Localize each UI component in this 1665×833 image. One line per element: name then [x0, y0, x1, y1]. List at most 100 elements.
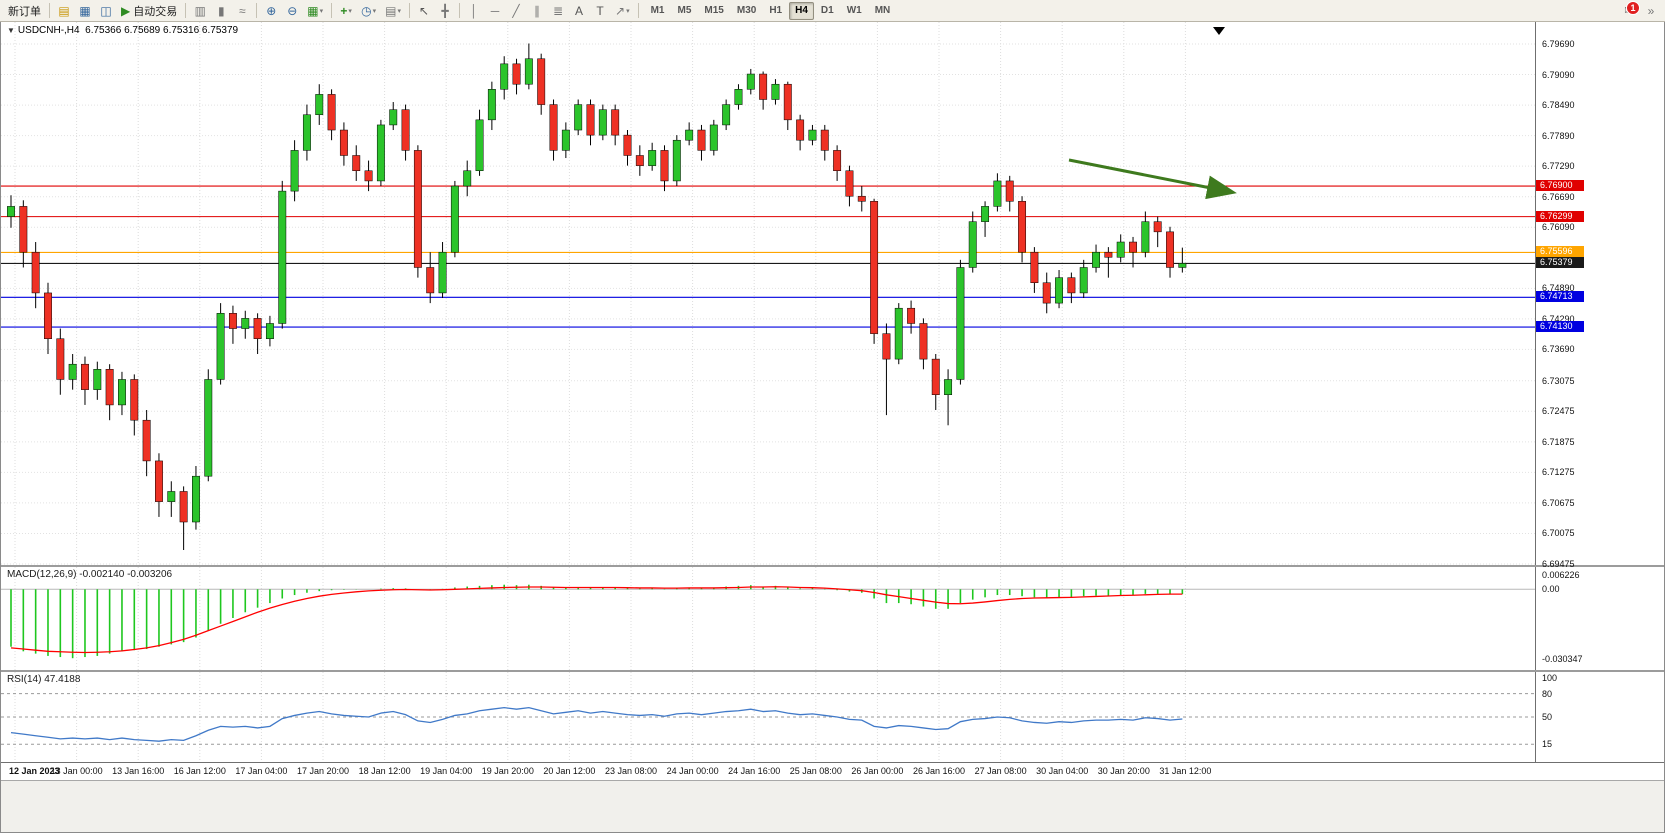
timeframe-toolbar: M1 M5 M15 M30 H1 H4 D1 W1 MN: [645, 1, 897, 20]
price-axis-label: 6.73690: [1542, 344, 1575, 355]
templates-button[interactable]: ▤ ▾: [381, 1, 405, 20]
label-tool-icon: T: [596, 3, 604, 18]
dropdown-arrow-icon: ▾: [626, 7, 630, 15]
line-chart-button[interactable]: ≈: [232, 1, 252, 20]
macd-canvas[interactable]: [1, 567, 1535, 670]
time-axis-label: 25 Jan 08:00: [789, 766, 842, 776]
market-watch-button[interactable]: ▦: [75, 1, 95, 20]
toolbar-separator: [49, 3, 50, 18]
crosshair-icon: ╋: [441, 3, 449, 18]
timeframe-button-M5[interactable]: M5: [672, 2, 698, 20]
price-badge: 6.74713: [1536, 291, 1584, 303]
price-axis-label: 6.77290: [1542, 161, 1575, 172]
templates-icon: ▤: [385, 3, 397, 18]
bar-chart-icon: ▥: [194, 3, 206, 18]
timeframe-button-M30[interactable]: M30: [731, 2, 762, 20]
text-tool-button[interactable]: A: [569, 1, 589, 20]
rsi-plot[interactable]: RSI(14) 47.4188: [1, 672, 1535, 762]
price-axis[interactable]: 6.79690 6.79090 6.78490 6.77890 6.77290 6.766…: [1535, 22, 1664, 569]
timeframe-button-M15[interactable]: M15: [698, 2, 729, 20]
bar-chart-button[interactable]: ▥: [190, 1, 210, 20]
macd-values: -0.002140 -0.003206: [79, 569, 173, 580]
candlestick-chart-canvas[interactable]: [1, 22, 1535, 565]
top-toolbar: 新订单 ▤ ▦ ◫ ▶ 自动交易 ▥ ▮ ≈ ⊕ ⊖ ▦ ▾ + ▾ ◷ ▾ ▤ ▾ ↖…: [0, 0, 1665, 22]
rsi-canvas[interactable]: [1, 672, 1535, 762]
timeframe-button-H1[interactable]: H1: [763, 2, 788, 20]
time-axis-label: 17 Jan 04:00: [235, 766, 288, 776]
macd-signal-line: [10, 586, 1183, 654]
price-axis-label: 6.71875: [1542, 436, 1575, 447]
shapes-icon: ↗: [615, 3, 626, 18]
cursor-button[interactable]: ↖: [414, 1, 434, 20]
indicators-icon: +: [340, 3, 348, 18]
trendline-button[interactable]: ╱: [506, 1, 526, 20]
vertical-line-button[interactable]: │: [464, 1, 484, 20]
time-axis-label: 23 Jan 08:00: [604, 766, 658, 776]
channel-button[interactable]: ∥: [527, 1, 547, 20]
cursor-icon: ↖: [418, 3, 430, 18]
toolbar-separator: [409, 3, 411, 18]
toolbar-separator: [459, 3, 461, 18]
price-badge: 6.76900: [1536, 180, 1584, 192]
price-axis-label: 6.79090: [1542, 69, 1575, 80]
periods-button[interactable]: ◷ ▾: [357, 1, 380, 20]
dropdown-arrow-icon: ▾: [397, 7, 402, 15]
candles: [7, 43, 1187, 551]
time-axis-label: 19 Jan 20:00: [481, 766, 534, 776]
time-axis-label: 12 Jan 2023: [9, 766, 60, 776]
navigator-button[interactable]: ◫: [96, 1, 116, 20]
indicators-button[interactable]: + ▾: [336, 1, 356, 20]
timeframe-button-D1[interactable]: D1: [815, 2, 840, 20]
macd-plot[interactable]: MACD(12,26,9) -0.002140 -0.003206: [1, 567, 1535, 670]
rsi-axis[interactable]: 100 80 50 15: [1535, 672, 1664, 762]
timeframe-button-H4[interactable]: H4: [789, 1, 814, 20]
chart-title: ▼ USDCNH-,H4 6.75366 6.75689 6.75316 6.75…: [7, 25, 238, 36]
rsi-name: RSI(14): [7, 674, 42, 685]
shapes-button[interactable]: ↗ ▾: [611, 1, 634, 20]
new-order-button[interactable]: 新订单: [4, 1, 45, 20]
price-badge: 6.75379: [1536, 257, 1584, 269]
macd-axis-label: -0.030347: [1542, 654, 1583, 664]
trend-arrow-annotation[interactable]: [1068, 158, 1237, 200]
time-axis-label: 16 Jan 12:00: [173, 766, 226, 776]
time-axis-label: 24 Jan 00:00: [666, 766, 719, 776]
pane-splitter[interactable]: [1, 565, 1664, 567]
macd-axis[interactable]: 0.006226 0.00 -0.030347: [1535, 567, 1664, 670]
price-axis-label: 6.78490: [1542, 100, 1575, 111]
toolbar-overflow-button[interactable]: »: [1641, 1, 1661, 20]
timeframe-button-MN[interactable]: MN: [869, 2, 897, 20]
price-axis-label: 6.72475: [1542, 406, 1575, 417]
new-order-label: 新订单: [8, 5, 41, 18]
timeframe-button-W1[interactable]: W1: [841, 2, 868, 20]
ohlc-values: 6.75366 6.75689 6.75316 6.75379: [85, 25, 239, 36]
notifications-button[interactable]: ✉ 1: [1618, 0, 1640, 21]
timeframe-button-M1[interactable]: M1: [645, 2, 671, 20]
chart-shift-marker[interactable]: [1213, 27, 1225, 35]
price-plot[interactable]: ▼ USDCNH-,H4 6.75366 6.75689 6.75316 6.75…: [1, 22, 1535, 565]
time-axis-label: 18 Jan 12:00: [358, 766, 411, 776]
crosshair-button[interactable]: ╋: [435, 1, 455, 20]
zoom-in-icon: ⊕: [266, 3, 277, 18]
toolbar-separator: [185, 3, 187, 18]
rsi-value: 47.4188: [44, 674, 81, 685]
rsi-axis-label: 15: [1542, 739, 1553, 750]
zoom-in-button[interactable]: ⊕: [261, 1, 281, 20]
autotrade-button[interactable]: ▶ 自动交易: [117, 1, 181, 20]
time-axis[interactable]: 12 Jan 2023 13 Jan 00:00 13 Jan 16:00 16 Ja…: [1, 762, 1664, 780]
rsi-pane: RSI(14) 47.4188 100 80 50 15: [1, 672, 1664, 762]
symbols-button[interactable]: ▤: [54, 1, 74, 20]
collapse-icon[interactable]: ▼: [7, 26, 15, 35]
zoom-out-button[interactable]: ⊖: [282, 1, 302, 20]
market-watch-icon: ▦: [79, 3, 91, 18]
horizontal-line-button[interactable]: ─: [485, 1, 505, 20]
time-axis-label: 20 Jan 12:00: [543, 766, 596, 776]
fibonacci-button[interactable]: ≣: [548, 1, 568, 20]
price-axis-label: 6.76090: [1542, 222, 1575, 233]
rsi-line: [10, 706, 1183, 742]
candle-chart-button[interactable]: ▮: [211, 1, 231, 20]
tile-windows-button[interactable]: ▦ ▾: [303, 1, 327, 20]
toolbar-separator: [331, 3, 333, 18]
label-tool-button[interactable]: T: [590, 1, 610, 20]
pane-splitter[interactable]: [1, 670, 1664, 672]
price-badge: 6.74130: [1536, 321, 1584, 333]
